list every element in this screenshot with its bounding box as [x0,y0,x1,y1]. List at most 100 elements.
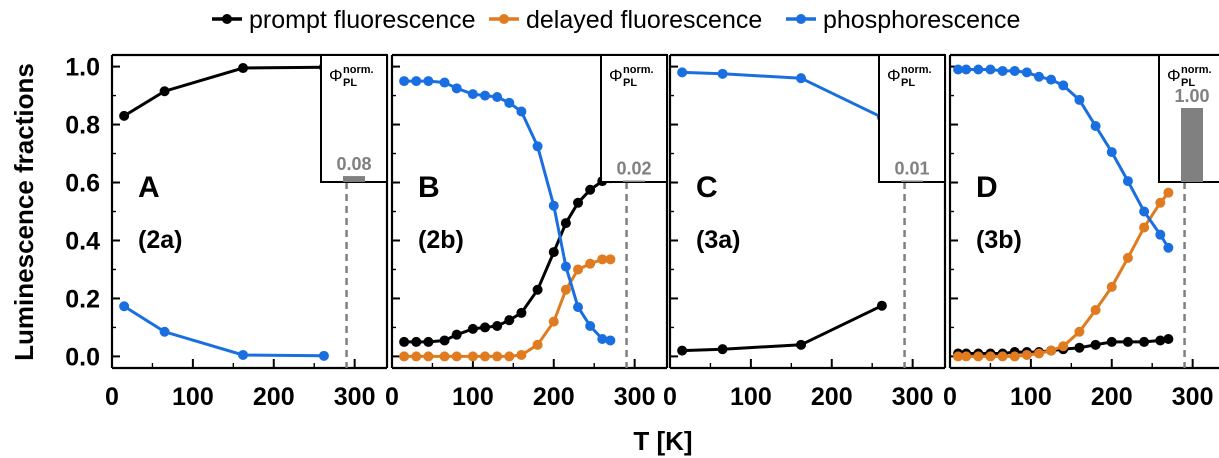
x-tick-label: 100 [1010,383,1052,411]
data-point [423,336,434,347]
data-point [492,320,503,331]
data-point [1163,187,1174,198]
data-point [439,77,450,88]
data-point [1139,206,1150,217]
inset-phi-symbol: Φ [329,66,343,85]
data-point [532,339,543,350]
series-line [404,79,611,342]
data-point [532,141,543,152]
data-point [516,349,527,360]
data-point [1074,342,1085,353]
data-point [492,351,503,362]
data-point [1074,326,1085,337]
data-point [1046,345,1057,356]
series-line [682,70,883,119]
data-point [411,351,422,362]
data-point [504,315,515,326]
data-point [997,351,1008,362]
legend-marker [499,14,509,24]
panel-label: B [418,171,440,204]
inset-bar [1181,108,1203,182]
data-point [548,316,559,327]
x-tick-label: 300 [1172,383,1214,411]
x-tick-label: 100 [172,383,214,411]
data-point [1163,242,1174,253]
data-point [119,110,130,121]
inset-phi-symbol: Φ [609,66,623,85]
series-line [123,65,324,118]
data-point [1122,176,1133,187]
inset-frame [320,54,388,183]
x-tick-label: 0 [105,383,119,411]
inset-value-label: 0.02 [616,159,651,179]
data-point [1046,74,1057,85]
inset-bar [901,180,923,182]
data-point [318,350,329,361]
x-tick-label: 100 [730,383,772,411]
data-point [985,351,996,362]
data-point [516,106,527,117]
data-point [585,258,596,269]
panel-sublabel: (2b) [418,226,464,254]
legend-item: delayed fluorescence [489,6,762,34]
data-point [961,351,972,362]
x-tick-label: 0 [663,383,677,411]
data-point [1021,349,1032,360]
legend-marker [222,14,232,24]
y-axis-title: Luminescence fractions [9,63,39,361]
legend-item: prompt fluorescence [212,6,476,34]
x-tick-label: 200 [1091,383,1133,411]
data-point [1139,222,1150,233]
inset-frame [600,54,668,183]
data-point [516,307,527,318]
data-point [480,322,491,333]
inset-bar [343,176,365,182]
data-point [548,200,559,211]
x-tick-label: 200 [533,383,575,411]
panel-label: C [696,171,718,204]
data-point [997,65,1008,76]
inset-subscript: PL [343,77,357,89]
data-point [605,254,616,265]
data-point [1009,351,1020,362]
series-line [123,305,324,358]
data-point [159,326,170,337]
x-tick-label: 200 [253,383,295,411]
inset-subscript: PL [1181,77,1195,89]
legend-marker [796,14,806,24]
inset-bar [623,180,645,182]
data-point [492,92,503,103]
data-point [597,254,608,265]
y-tick-label: 1.0 [65,54,100,82]
panel-sublabel: (2a) [138,226,182,254]
data-point [399,336,410,347]
data-point [573,197,584,208]
inset-superscript: norm. [623,64,654,76]
x-tick-label: 300 [334,383,376,411]
inset-superscript: norm. [343,64,374,76]
data-point [1122,252,1133,263]
legend-label: phosphorescence [823,6,1020,34]
y-tick-label: 0.2 [65,285,100,313]
data-point [1163,334,1174,345]
inset-value-label: 0.01 [894,159,929,179]
data-point [1122,336,1133,347]
data-point [423,76,434,87]
data-point [717,344,728,355]
data-point [411,76,422,87]
data-point [532,284,543,295]
data-point [411,336,422,347]
panel-sublabel: (3b) [976,226,1022,254]
data-point [1009,65,1020,76]
data-point [451,329,462,340]
data-point [961,64,972,75]
x-axis-title: T [K] [633,426,692,456]
panel-c: 0 100 200 300 C (3a) Φ norm.PL 0.01 [663,53,947,411]
data-point [238,349,249,360]
legend-label: prompt fluorescence [249,6,476,34]
